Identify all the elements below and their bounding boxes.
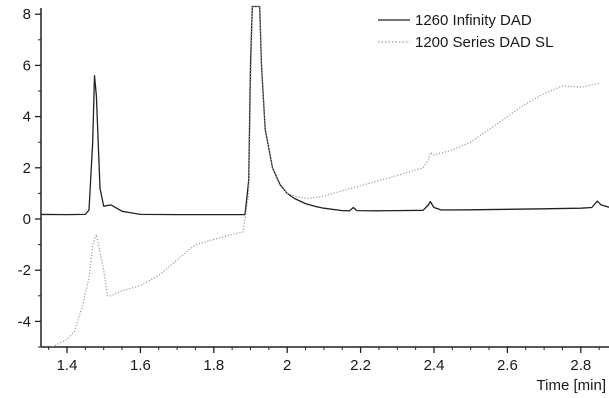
x-tick-label: 2 — [283, 357, 291, 374]
y-tick-label: 0 — [23, 211, 31, 228]
x-tick-label: 1.6 — [130, 357, 151, 374]
y-tick-label: -4 — [18, 313, 31, 330]
legend: 1260 Infinity DAD 1200 Series DAD SL — [378, 12, 553, 51]
y-axis-ticks: 8 6 4 2 0 -2 -4 — [18, 6, 41, 348]
x-axis-ticks: 1.4 1.6 1.8 2 2.2 2.4 2.6 2.8 — [48, 347, 600, 374]
y-tick-label: 4 — [23, 109, 31, 126]
y-tick-label: -2 — [18, 262, 31, 279]
x-tick-label: 2.2 — [350, 357, 371, 374]
series-layer — [41, 5, 609, 347]
legend-label-series-1: 1260 Infinity DAD — [415, 12, 532, 29]
x-tick-label: 2.4 — [424, 357, 445, 374]
legend-label-series-2: 1200 Series DAD SL — [415, 34, 553, 51]
x-tick-label: 2.6 — [497, 357, 518, 374]
y-tick-label: 8 — [23, 6, 31, 23]
x-tick-label: 1.4 — [57, 357, 78, 374]
x-tick-label: 2.8 — [570, 357, 591, 374]
x-tick-label: 1.8 — [203, 357, 224, 374]
y-tick-label: 6 — [23, 57, 31, 74]
x-axis-title: Time [min] — [537, 377, 606, 394]
series-line-2 — [50, 5, 600, 347]
y-tick-label: 2 — [23, 160, 31, 177]
